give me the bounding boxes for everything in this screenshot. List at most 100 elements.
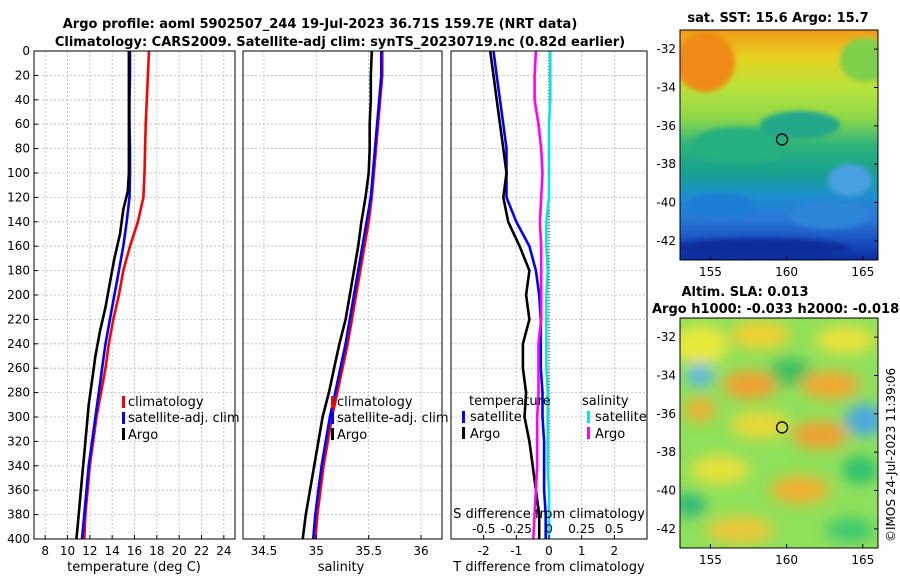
x-tick-label: 18 [149,544,164,558]
map-x-tick-label: 160 [775,553,798,567]
t-difference-xlabel: T difference from climatology [452,560,645,575]
x-tick-label: 35 [309,544,324,558]
y-tick-label: 320 [7,434,30,448]
map-y-tick-label: -38 [656,157,676,171]
legend-satellite-swatch [331,412,334,424]
map-y-tick-label: -32 [656,330,676,344]
legend-s-satellite-swatch [587,411,590,423]
series-argo [301,50,374,540]
s-tick-label: -0.5 [472,522,495,536]
map-y-tick-label: -38 [656,445,676,459]
legend-argo-swatch [331,428,334,440]
x-tick-label: 34.5 [251,544,278,558]
salinity-xlabel: salinity [318,560,365,575]
y-tick-label: 240 [7,337,30,351]
y-tick-label: 220 [7,312,30,326]
y-tick-label: 160 [7,239,30,253]
x-tick-label: 8 [41,544,49,558]
salinity-legend: climatology satellite-adj. clim Argo [331,395,449,443]
timestamp: ©IMOS 24-Jul-2023 11:39:06 [884,368,898,542]
sla-map-subtitle: Argo h1000: -0.033 h2000: -0.018 [652,302,899,317]
salinity-axes-box [242,50,443,540]
y-tick-label: 20 [15,68,30,82]
y-tick-label: 80 [15,142,30,156]
map-y-tick-label: -34 [656,369,676,383]
sst-map-title: sat. SST: 15.6 Argo: 15.7 [687,11,868,26]
map-y-tick-label: -36 [656,119,676,133]
sla-map-panel: Altim. SLA: 0.013 Argo h1000: -0.033 h20… [652,285,899,567]
x-tick-label: 35.5 [355,544,382,558]
y-tick-label: 120 [7,190,30,204]
x-tick-label: 12 [82,544,97,558]
map-x-tick-label: 165 [851,553,874,567]
title-line-2: Climatology: CARS2009. Satellite-adj cli… [55,35,625,50]
title-line-1: Argo profile: aoml 5902507_244 19-Jul-20… [63,17,578,32]
map-x-tick-label: 155 [699,553,722,567]
y-tick-label: 180 [7,264,30,278]
y-tick-label: 360 [7,483,30,497]
legend-s-argo-swatch [587,427,590,439]
difference-panel: -2 -1 0 1 2 -0.5 -0.25 0 0.25 0.5 S difference fr… [450,50,648,575]
y-tick-label: 40 [15,93,30,107]
sst-map-panel: sat. SST: 15.6 Argo: 15.7 155 160 165 -32 -3… [656,11,879,279]
x-tick-label: 36 [413,544,428,558]
map-y-tick-label: -34 [656,81,676,95]
x-tick-label: 22 [194,544,209,558]
y-tick-label: 60 [15,117,30,131]
temperature-panel: 8 10 12 14 16 18 20 22 2402040608010012014016018… [7,44,240,575]
series-argo [75,51,131,540]
y-tick-label: 380 [7,508,30,522]
x-tick-label: 2 [611,544,619,558]
x-tick-label: 24 [216,544,231,558]
y-tick-label: 0 [22,44,30,58]
legend-satellite-swatch [122,412,125,424]
x-tick-label: 16 [127,544,142,558]
sst-argo-location-marker [775,133,789,146]
legend-argo-swatch [122,428,125,440]
sla-map-image [680,318,878,548]
map-x-tick-label: 165 [851,265,874,279]
legend-s-satellite-label: satellite [595,410,647,425]
legend-satellite-label: satellite-adj. clim [128,411,240,426]
legend-temperature-title: temperature [469,394,551,409]
series-satellite-adj-clim [311,51,383,540]
temperature-legend: climatology satellite-adj. clim Argo [122,395,240,443]
series-t-satellite [492,50,548,539]
sla-map-title: Altim. SLA: 0.013 [682,285,809,300]
x-tick-label: -2 [478,544,490,558]
series-s-argo [532,50,544,540]
legend-t-satellite-label: satellite [470,410,522,425]
x-tick-label: 0 [545,544,553,558]
legend-climatology-label: climatology [337,395,413,410]
legend-s-argo-label: Argo [595,427,625,442]
temperature-xlabel: temperature (deg C) [67,560,201,575]
map-x-tick-label: 155 [699,265,722,279]
sla-map-box [679,317,879,549]
legend-salinity-title: salinity [582,394,629,409]
legend-t-argo-swatch [462,427,465,439]
x-tick-label: 14 [105,544,120,558]
y-tick-label: 200 [7,288,30,302]
map-y-tick-label: -32 [656,42,676,56]
y-tick-label: 300 [7,410,30,424]
map-y-tick-label: -42 [656,234,676,248]
x-tick-label: 20 [172,544,187,558]
legend-climatology-swatch [122,396,125,408]
legend-t-argo-label: Argo [470,427,500,442]
legend-argo-label: Argo [128,428,158,443]
map-y-tick-label: -36 [656,407,676,421]
s-tick-label: 0.5 [605,522,624,536]
x-tick-label: 1 [578,544,586,558]
salinity-panel: 34.5 35 35.5 36 salinity climatology satell… [242,50,449,575]
s-tick-label: 0 [545,522,553,536]
map-y-tick-label: -40 [656,484,676,498]
s-tick-label: -0.25 [501,522,532,536]
s-difference-label: S difference from climatology [453,507,645,522]
map-x-tick-label: 160 [775,265,798,279]
legend-climatology-swatch [331,396,334,408]
legend-satellite-label: satellite-adj. clim [337,411,449,426]
x-tick-label: -1 [510,544,522,558]
legend-t-satellite-swatch [462,411,465,423]
series-s-satellite [545,51,552,539]
